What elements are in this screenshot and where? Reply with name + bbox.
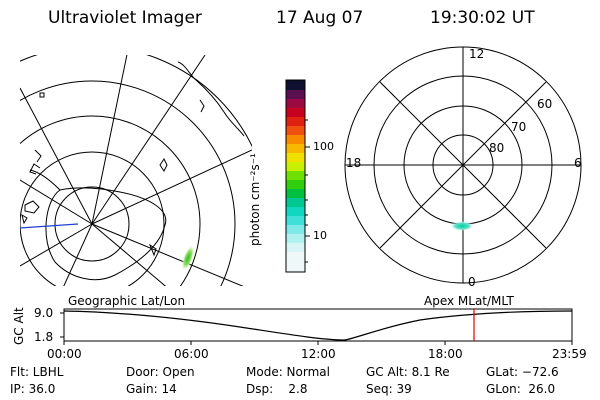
color-scale [285,79,310,273]
colorbar-unit-label: photon cm⁻²s⁻¹ [248,153,262,246]
island-detail [148,158,168,257]
geographic-map [20,55,252,286]
timeline-x-tick-1800: 18:00 [428,347,463,361]
timeline-x-tick-2359: 23:59 [552,347,587,361]
mlt-label-0: 0 [468,275,476,289]
coast-detail [21,149,42,225]
lat-label-80: 80 [489,141,505,155]
latitude-circles [20,55,252,286]
mlt-label-6: 6 [574,156,582,170]
geo-latitude: GLat: −72.6 [486,365,559,379]
colorbar-tick-10: 10 [313,229,327,242]
antarctica-coastline [45,187,167,281]
lat-label-70: 70 [511,120,527,134]
geo-longitude: GLon: 26.0 [486,382,556,396]
altitude-timeline [60,308,573,345]
mode-status: Mode: Normal [246,365,330,379]
timeline-x-tick-1200: 12:00 [301,347,336,361]
aurora-spot-geo [181,244,195,272]
flight-status: Flt: LBHL [10,365,64,379]
dsp-value: Dsp: 2.8 [246,382,308,396]
observation-date: 17 Aug 07 [276,8,364,28]
timeline-y-tick-bottom: 1.8 [34,330,54,344]
island-square [39,92,45,98]
timeline-x-tick-0600: 06:00 [174,347,209,361]
sequence-number: Seq: 39 [366,382,412,396]
africa-coastline [177,61,245,137]
day-night-line [20,223,79,229]
altitude-curve [63,310,573,341]
timeline-x-tick-0000: 00:00 [47,347,82,361]
colorbar-tick-100: 100 [313,140,334,153]
peninsula-coastline [29,163,61,191]
polar-plot [344,46,582,284]
timeline-y-tick-top: 9.0 [34,306,54,320]
aurora-spot-polar [450,221,474,231]
observation-time: 19:30:02 UT [430,8,535,28]
ip-value: IP: 36.0 [10,382,56,396]
timeline-y-label: GC Alt [12,307,26,345]
gc-altitude: GC Alt: 8.1 Re [366,365,450,379]
timeline-left-caption: Geographic Lat/Lon [68,294,186,308]
timeline-right-caption: Apex MLat/MLT [424,294,514,308]
instrument-title: Ultraviolet Imager [48,8,202,28]
lat-label-60: 60 [537,97,553,111]
door-status: Door: Open [126,365,195,379]
longitude-lines [20,55,252,286]
mlt-label-12: 12 [469,47,485,61]
gain-value: Gain: 14 [126,382,177,396]
mlt-label-18: 18 [346,156,362,170]
